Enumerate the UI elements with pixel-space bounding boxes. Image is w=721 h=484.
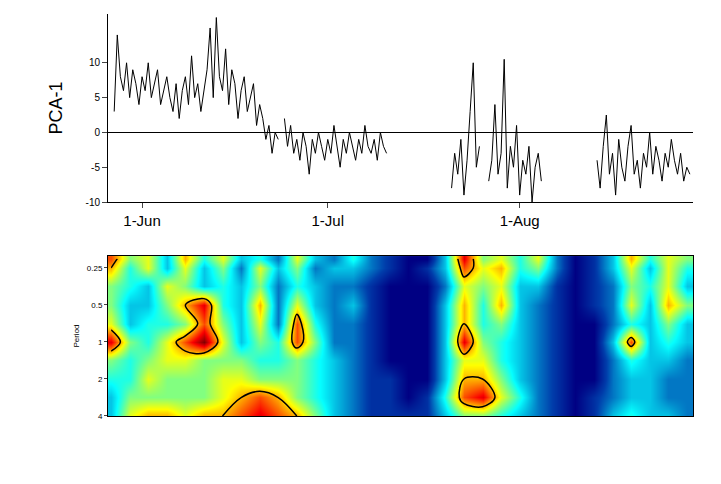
svg-text:-10: -10 [86, 197, 101, 208]
svg-text:-5: -5 [91, 162, 100, 173]
svg-text:1-Aug: 1-Aug [500, 212, 540, 229]
svg-text:0.25: 0.25 [87, 264, 103, 273]
svg-text:1-Jul: 1-Jul [312, 212, 345, 229]
svg-text:10: 10 [89, 57, 101, 68]
svg-text:1-Jun: 1-Jun [123, 212, 161, 229]
svg-text:0.5: 0.5 [91, 301, 103, 310]
svg-text:PCA-1: PCA-1 [46, 82, 66, 135]
svg-text:Period: Period [72, 324, 81, 347]
svg-text:5: 5 [94, 92, 100, 103]
svg-text:0: 0 [94, 127, 100, 138]
svg-text:4: 4 [98, 412, 103, 421]
svg-text:1: 1 [98, 338, 103, 347]
svg-text:2: 2 [98, 375, 103, 384]
